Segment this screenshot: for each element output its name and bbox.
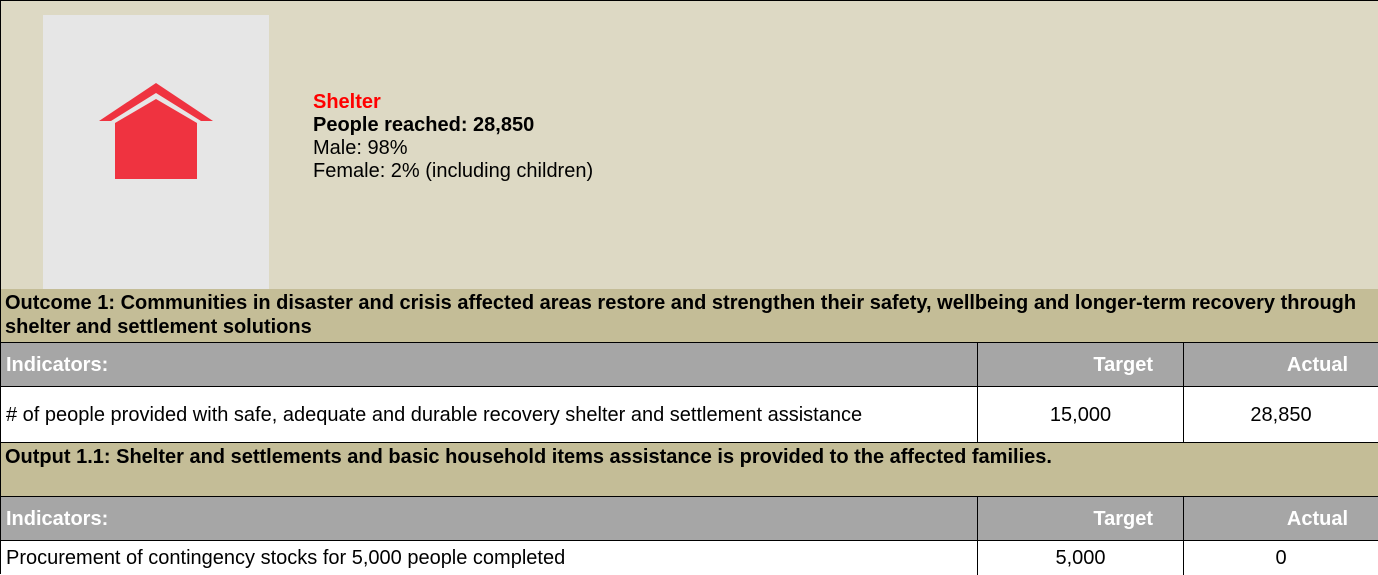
target: 15,000 — [978, 387, 1184, 442]
actual: 28,850 — [1250, 403, 1312, 426]
column-label: Indicators: — [1, 497, 978, 540]
icon-box — [43, 15, 269, 289]
column-label: Indicators: — [1, 343, 978, 386]
column-header: Indicators: Target Actual — [1, 497, 1378, 541]
outcome-heading: Outcome 1: Communities in disaster and c… — [1, 289, 1378, 343]
indicator: Procurement of contingency stocks for 5,… — [1, 541, 978, 575]
column-header: Indicators: Target Actual — [1, 343, 1378, 387]
column-label: Target — [978, 343, 1184, 386]
indicator-row: Procurement of contingency stocks for 5,… — [1, 541, 1378, 575]
target: 5,000 — [978, 541, 1184, 575]
actual: 0 — [1275, 547, 1287, 569]
indicator: # of people provided with safe, adequate… — [1, 387, 978, 442]
sector-title: Shelter — [313, 91, 381, 113]
column-label: Target — [978, 497, 1184, 540]
male-share: Male: 98% — [313, 137, 408, 159]
female-share: Female: 2% (including children) — [313, 160, 594, 182]
summary-text: Shelter People reached: 28,850 Male: 98%… — [313, 91, 593, 183]
people-reached: People reached: 28,850 — [313, 114, 535, 136]
column-label: Actual — [1286, 507, 1348, 530]
indicator-row: # of people provided with safe, adequate… — [1, 387, 1378, 443]
shelter-icon — [99, 83, 213, 179]
output-heading: Output 1.1: Shelter and settlements and … — [1, 443, 1378, 497]
column-label: Actual — [1286, 353, 1348, 376]
summary-panel: Shelter People reached: 28,850 Male: 98%… — [1, 1, 1378, 289]
